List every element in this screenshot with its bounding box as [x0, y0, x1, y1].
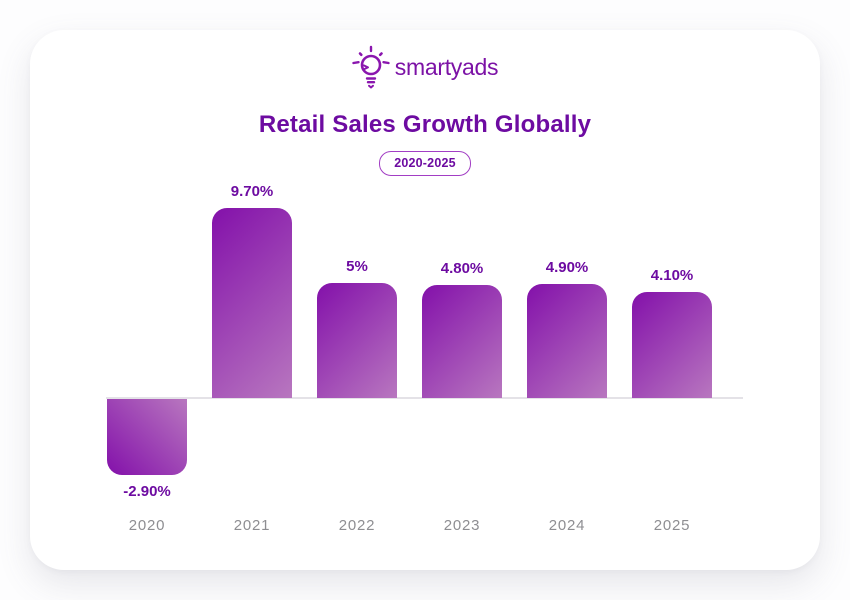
- logo: smartyads: [30, 44, 820, 90]
- date-range-badge: 2020-2025: [379, 151, 471, 176]
- x-axis-label-2021: 2021: [233, 517, 271, 534]
- logo-wordmark: smartyads: [394, 53, 499, 80]
- chart-title: Retail Sales Growth Globally: [258, 111, 592, 138]
- bar-2023: [422, 285, 502, 398]
- lightbulb-icon: [352, 45, 390, 89]
- bar-chart: -2.90% 2020 9.70% 2021 5% 2022 4.80% 2023 4.90% 2…: [30, 30, 820, 570]
- bar-value-label-2021: 9.70%: [230, 183, 274, 200]
- x-axis-label-2023: 2023: [443, 517, 481, 534]
- bar-2020: [107, 399, 187, 475]
- badge-row: 2020-2025: [30, 151, 820, 176]
- x-axis-line: [106, 397, 743, 399]
- infographic-card: smartyads Retail Sales Growth Globally 2…: [30, 30, 820, 570]
- x-axis-label-2020: 2020: [128, 517, 166, 534]
- bar-value-label-2023: 4.80%: [440, 260, 484, 277]
- x-axis-label-2022: 2022: [338, 517, 376, 534]
- bar-2024: [527, 284, 607, 398]
- x-axis-label-2024: 2024: [548, 517, 586, 534]
- bar-value-label-2024: 4.90%: [545, 259, 589, 276]
- bar-2025: [632, 292, 712, 398]
- bar-2021: [212, 208, 292, 398]
- x-axis-label-2025: 2025: [653, 517, 691, 534]
- bar-value-label-2022: 5%: [346, 258, 368, 275]
- bar-value-label-2025: 4.10%: [650, 267, 694, 284]
- bar-value-label-2020: -2.90%: [123, 483, 171, 500]
- bar-2022: [317, 283, 397, 398]
